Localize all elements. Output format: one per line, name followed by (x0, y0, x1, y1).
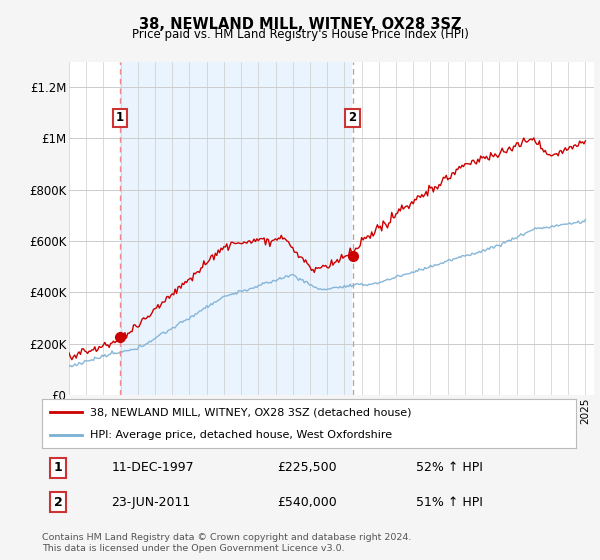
Text: 52% ↑ HPI: 52% ↑ HPI (416, 461, 482, 474)
Text: Contains HM Land Registry data © Crown copyright and database right 2024.
This d: Contains HM Land Registry data © Crown c… (42, 533, 412, 553)
Text: £540,000: £540,000 (277, 496, 337, 508)
Text: 51% ↑ HPI: 51% ↑ HPI (416, 496, 482, 508)
Bar (120, 62, 352, 395)
Text: £225,500: £225,500 (277, 461, 337, 474)
Text: 38, NEWLAND MILL, WITNEY, OX28 3SZ: 38, NEWLAND MILL, WITNEY, OX28 3SZ (139, 17, 461, 32)
Text: 1: 1 (53, 461, 62, 474)
Text: 38, NEWLAND MILL, WITNEY, OX28 3SZ (detached house): 38, NEWLAND MILL, WITNEY, OX28 3SZ (deta… (90, 407, 412, 417)
Text: 2: 2 (53, 496, 62, 508)
Text: HPI: Average price, detached house, West Oxfordshire: HPI: Average price, detached house, West… (90, 430, 392, 440)
Text: 11-DEC-1997: 11-DEC-1997 (112, 461, 194, 474)
Text: 2: 2 (349, 111, 356, 124)
Text: Price paid vs. HM Land Registry's House Price Index (HPI): Price paid vs. HM Land Registry's House … (131, 28, 469, 41)
Text: 23-JUN-2011: 23-JUN-2011 (112, 496, 191, 508)
Text: 1: 1 (116, 111, 124, 124)
